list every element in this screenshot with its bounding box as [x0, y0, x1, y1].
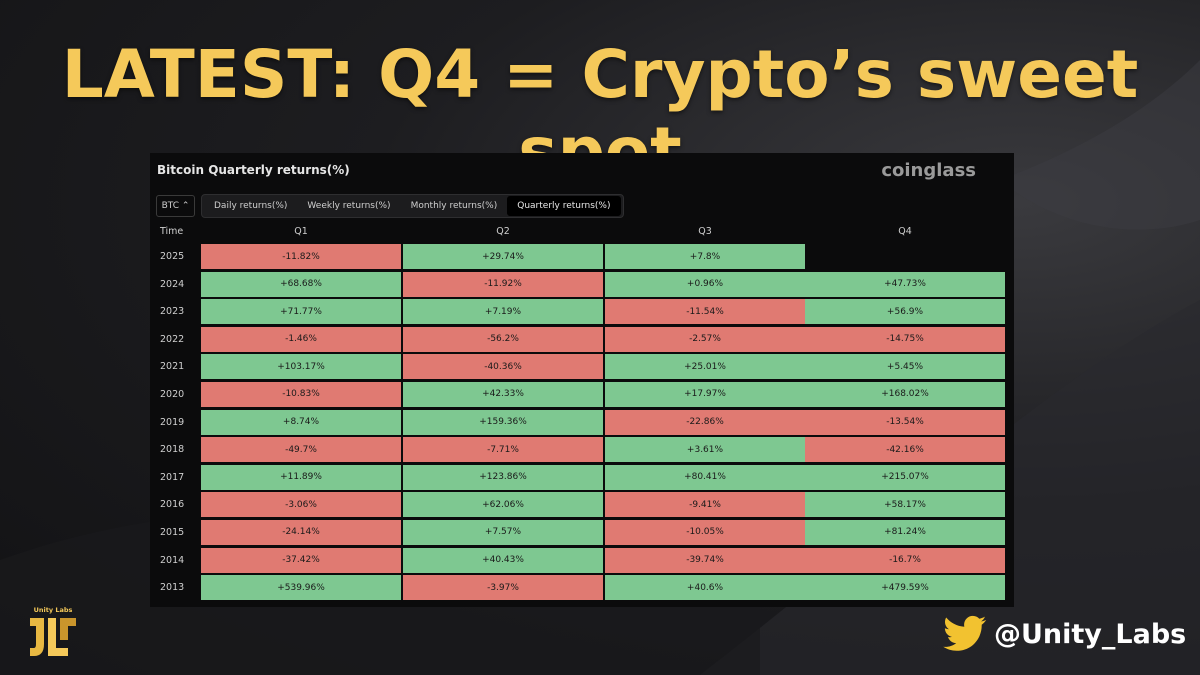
return-cell-q3: -22.86%	[605, 409, 805, 435]
row-year: 2014	[160, 554, 185, 566]
returns-tabs: Daily returns(%) Weekly returns(%) Month…	[201, 194, 624, 218]
return-cell-q2: +40.43%	[403, 547, 603, 573]
return-cell-q2: -56.2%	[403, 326, 603, 352]
return-cell-q4: +215.07%	[805, 464, 1005, 490]
return-cell-q4: +81.24%	[805, 519, 1005, 545]
row-year: 2020	[160, 388, 185, 400]
return-cell-q3: +0.96%	[605, 271, 805, 297]
unity-labs-logo: Unity Labs	[30, 606, 76, 656]
tab-daily-returns[interactable]: Daily returns(%)	[214, 201, 288, 211]
return-cell-q1: -10.83%	[201, 381, 401, 407]
column-header-q1: Q1	[294, 226, 308, 237]
row-year: 2025	[160, 251, 185, 262]
table-row: 2024 +68.68% -11.92% +0.96% +47.73%	[150, 271, 1014, 299]
table-row: 2014 -37.42% +40.43% -39.74% -16.7%	[150, 547, 1014, 575]
return-cell-q2: -11.92%	[403, 271, 603, 297]
table-row: 2018 -49.7% -7.71% +3.61% -42.16%	[150, 436, 1014, 464]
return-cell-q2: +42.33%	[403, 381, 603, 407]
table-row: 2022 -1.46% -56.2% -2.57% -14.75%	[150, 326, 1014, 354]
return-cell-q3: +80.41%	[605, 464, 805, 490]
return-cell-q2: -7.71%	[403, 437, 603, 463]
return-cell-q3: -2.57%	[605, 326, 805, 352]
return-cell-q2: +123.86%	[403, 464, 603, 490]
table-row: 2019 +8.74% +159.36% -22.86% -13.54%	[150, 409, 1014, 437]
table-row: 2013 +539.96% -3.97% +40.6% +479.59%	[150, 574, 1014, 602]
return-cell-q4: +168.02%	[805, 381, 1005, 407]
return-cell-q4: +58.17%	[805, 492, 1005, 518]
return-cell-q3: +25.01%	[605, 354, 805, 380]
return-cell-q4: +479.59%	[805, 575, 1005, 601]
return-cell-q3: -10.05%	[605, 519, 805, 545]
asset-select[interactable]: BTC ⌃	[156, 195, 195, 217]
return-cell-q1: -37.42%	[201, 547, 401, 573]
panel-title: Bitcoin Quarterly returns(%)	[157, 163, 350, 177]
column-header-q3: Q3	[698, 226, 712, 237]
return-cell-q2: +62.06%	[403, 492, 603, 518]
return-cell-q3: -11.54%	[605, 299, 805, 325]
logo-text: Unity Labs	[34, 606, 73, 614]
column-header-time: Time	[160, 226, 184, 237]
table-row: 2017 +11.89% +123.86% +80.41% +215.07%	[150, 464, 1014, 492]
row-year: 2023	[160, 306, 185, 318]
return-cell-q4: +5.45%	[805, 354, 1005, 380]
returns-table: 2025 -11.82% +29.74% +7.8% 2024 +68.68% -11.92…	[150, 243, 1014, 602]
row-year: 2019	[160, 416, 185, 428]
table-row: 2020 -10.83% +42.33% +17.97% +168.02%	[150, 381, 1014, 409]
return-cell-q1: +71.77%	[201, 299, 401, 325]
return-cell-q1: -3.06%	[201, 492, 401, 518]
return-cell-q3: +3.61%	[605, 437, 805, 463]
table-row: 2021 +103.17% -40.36% +25.01% +5.45%	[150, 353, 1014, 381]
return-cell-q4: -13.54%	[805, 409, 1005, 435]
row-year: 2017	[160, 471, 185, 483]
table-row: 2023 +71.77% +7.19% -11.54% +56.9%	[150, 298, 1014, 326]
return-cell-q3: -39.74%	[605, 547, 805, 573]
row-year: 2016	[160, 499, 185, 511]
return-cell-q1: +103.17%	[201, 354, 401, 380]
row-year: 2022	[160, 333, 185, 345]
tab-weekly-returns[interactable]: Weekly returns(%)	[307, 201, 391, 211]
row-year: 2013	[160, 582, 185, 594]
return-cell-q2: -40.36%	[403, 354, 603, 380]
return-cell-q2: -3.97%	[403, 575, 603, 601]
table-row: 2025 -11.82% +29.74% +7.8%	[150, 243, 1014, 271]
row-year: 2015	[160, 526, 185, 538]
table-row: 2016 -3.06% +62.06% -9.41% +58.17%	[150, 491, 1014, 519]
return-cell-q3: +17.97%	[605, 381, 805, 407]
return-cell-q2: +159.36%	[403, 409, 603, 435]
row-year: 2018	[160, 444, 185, 456]
return-cell-q1: +8.74%	[201, 409, 401, 435]
coinglass-brand: coinglass	[881, 160, 976, 181]
twitter-bird-icon	[943, 615, 987, 651]
return-cell-q1: +11.89%	[201, 464, 401, 490]
returns-panel: Bitcoin Quarterly returns(%) coinglass B…	[150, 153, 1014, 607]
table-row: 2015 -24.14% +7.57% -10.05% +81.24%	[150, 519, 1014, 547]
column-header-q4: Q4	[898, 226, 912, 237]
return-cell-q1: -11.82%	[201, 244, 401, 269]
return-cell-q2: +7.57%	[403, 519, 603, 545]
column-header-q2: Q2	[496, 226, 510, 237]
return-cell-q3: +40.6%	[605, 575, 805, 601]
return-cell-q1: -49.7%	[201, 437, 401, 463]
row-year: 2024	[160, 278, 185, 290]
twitter-handle-text: @Unity_Labs	[994, 618, 1187, 650]
return-cell-q1: +68.68%	[201, 271, 401, 297]
return-cell-q2: +29.74%	[403, 244, 603, 269]
return-cell-q1: -24.14%	[201, 519, 401, 545]
twitter-handle[interactable]: @Unity_Labs	[942, 614, 1186, 654]
return-cell-q4: -16.7%	[805, 547, 1005, 573]
return-cell-q1: -1.46%	[201, 326, 401, 352]
return-cell-q4: +56.9%	[805, 299, 1005, 325]
return-cell-q4: -14.75%	[805, 326, 1005, 352]
return-cell-q2: +7.19%	[403, 299, 603, 325]
return-cell-q3: -9.41%	[605, 492, 805, 518]
return-cell-q1: +539.96%	[201, 575, 401, 601]
row-year: 2021	[160, 361, 185, 373]
return-cell-q3: +7.8%	[605, 244, 805, 269]
return-cell-q4: -42.16%	[805, 437, 1005, 463]
return-cell-q4: +47.73%	[805, 271, 1005, 297]
tab-monthly-returns[interactable]: Monthly returns(%)	[410, 201, 498, 211]
tab-quarterly-returns[interactable]: Quarterly returns(%)	[507, 196, 621, 216]
